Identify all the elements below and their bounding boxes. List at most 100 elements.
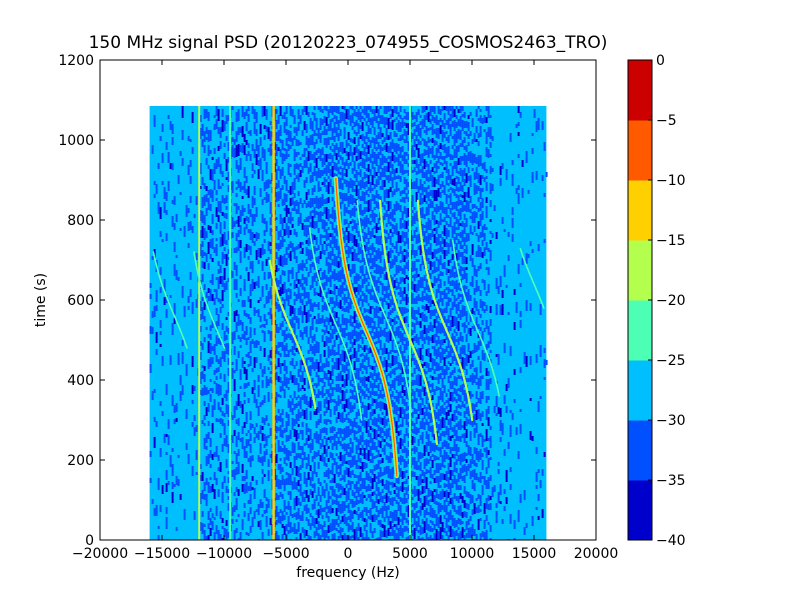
noise-cell [279,386,282,392]
noise-cell [451,289,454,296]
noise-cell [341,157,344,165]
noise-cell [353,484,356,489]
noise-cell [253,109,256,119]
noise-cell [399,363,402,370]
noise-cell [213,148,216,154]
noise-cell [411,330,414,335]
noise-cell [321,315,324,323]
noise-cell [489,183,492,194]
noise-cell [305,203,308,208]
noise-cell [241,404,244,414]
noise-cell [307,225,310,235]
noise-cell [369,372,372,378]
noise-cell [463,153,466,165]
noise-cell [243,446,246,458]
noise-cell [359,247,362,254]
noise-cell [203,262,206,269]
noise-cell [195,196,198,205]
noise-cell [203,415,206,420]
noise-cell [181,286,184,298]
noise-cell [325,530,328,538]
noise-cell [149,294,152,299]
noise-cell [429,499,432,502]
noise-cell [373,195,376,204]
noise-cell [475,167,478,179]
noise-cell [303,394,306,404]
noise-cell [215,335,218,346]
noise-cell [323,330,326,335]
noise-cell [317,256,320,264]
noise-cell [483,224,486,230]
noise-cell [175,214,178,222]
noise-cell [531,249,534,253]
noise-cell [461,357,464,369]
x-tick-label: −5000 [262,546,309,562]
noise-cell [315,221,318,228]
noise-cell [479,533,482,540]
noise-cell [281,467,284,472]
noise-cell [357,172,360,175]
noise-cell [249,229,252,240]
noise-cell [397,188,400,191]
noise-cell [241,437,244,449]
noise-cell [203,284,206,290]
noise-cell [393,280,396,288]
noise-cell [335,286,338,289]
noise-cell [451,280,454,286]
noise-cell [483,532,486,540]
noise-cell [399,430,402,435]
noise-cell [417,234,420,243]
noise-cell [217,455,220,461]
noise-cell [459,288,462,291]
noise-cell [403,265,406,275]
noise-cell [381,154,384,165]
noise-cell [345,297,348,303]
noise-cell [289,371,292,380]
noise-cell [453,329,456,333]
noise-cell [361,462,364,472]
noise-cell [337,483,340,492]
noise-cell [455,298,458,301]
noise-cell [437,476,440,488]
noise-cell [193,386,196,391]
noise-cell [467,289,470,301]
doppler-trace [379,199,438,446]
noise-cell [429,119,432,124]
y-tick-label: 0 [85,533,94,549]
noise-cell [203,228,206,240]
noise-cell [277,427,280,431]
noise-cell [333,427,336,431]
noise-cell [489,378,492,384]
noise-cell [481,240,484,246]
noise-cell [203,385,206,395]
noise-cell [435,476,438,483]
noise-cell [469,209,472,213]
noise-cell [235,528,238,533]
noise-cell [461,252,464,264]
noise-cell [261,502,264,508]
noise-cell [379,340,382,350]
noise-cell [435,386,438,391]
noise-cell [391,380,394,388]
noise-cell [211,513,214,518]
noise-cell [209,464,212,468]
noise-cell [451,454,454,458]
noise-cell [457,411,460,415]
noise-cell [281,363,284,366]
noise-cell [403,109,406,113]
noise-cell [217,109,220,121]
noise-cell [437,120,440,125]
noise-cell [469,216,472,219]
noise-cell [387,303,390,309]
noise-cell [361,432,364,442]
noise-cell [385,237,388,243]
noise-cell [455,459,458,465]
noise-cell [423,287,426,293]
noise-cell [345,467,348,475]
noise-cell [443,113,446,120]
noise-cell [305,301,308,306]
noise-cell [417,516,420,527]
noise-cell [289,270,292,274]
noise-cell [303,497,306,502]
noise-cell [541,175,544,181]
